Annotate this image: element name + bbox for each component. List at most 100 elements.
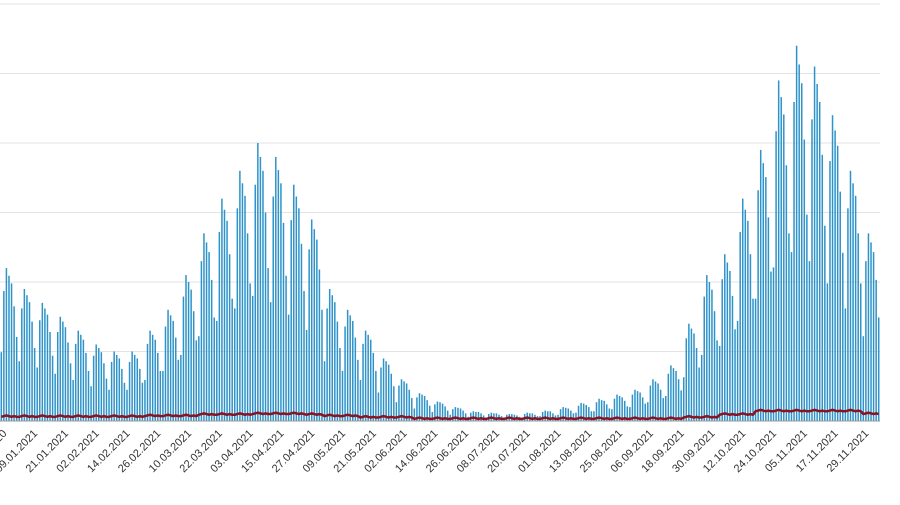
bar [269,302,272,421]
bar [470,412,472,421]
bar [159,370,162,421]
bar [408,389,410,421]
bar [121,368,123,421]
bar [434,404,436,421]
bar [126,389,128,421]
bar [811,119,813,422]
bar [400,379,403,421]
bar [418,393,421,421]
bar [477,411,480,421]
bar [564,407,567,421]
bar [259,156,262,421]
bar [711,289,713,421]
bar [174,337,177,421]
bar [272,196,274,421]
bar [336,321,339,421]
bar [752,298,754,421]
bar [300,243,303,421]
bar [321,309,323,421]
bar [364,330,367,421]
bar [634,389,636,421]
bar [665,395,667,421]
bar [195,340,198,421]
bar [870,242,872,421]
bar [867,233,870,421]
bar [836,145,839,421]
bar [706,275,708,421]
bar [818,101,821,422]
bar [631,394,634,421]
bar [459,408,462,421]
bar [144,379,146,421]
bar [123,382,126,421]
bar [765,177,767,421]
bar [72,379,74,421]
bar [346,309,349,421]
bar [824,225,826,421]
bar [421,394,423,421]
bar [428,405,431,421]
bar [747,220,749,421]
bar [877,317,880,421]
bar [606,404,608,421]
bar [613,398,616,421]
bar [10,283,13,421]
bars [0,45,880,422]
bar [698,367,700,421]
bar [375,370,377,421]
bar [754,298,757,421]
bar [234,308,236,421]
bar [875,279,877,421]
bar [154,339,156,421]
bar [236,208,239,421]
bar [262,170,264,421]
bar [588,407,590,421]
bar [51,355,54,421]
bar [241,183,244,421]
bar [808,261,811,421]
bar [44,308,46,421]
bar [757,190,759,421]
bar [46,314,49,421]
grid [0,3,880,422]
bar [172,320,174,421]
bar [636,391,639,421]
bar [600,400,603,421]
bar [403,381,405,421]
bar [341,370,344,421]
bar [100,352,103,421]
bar [0,352,3,421]
bar [80,334,82,421]
bar [798,64,800,421]
bar [3,291,5,421]
bar [857,233,859,421]
bar [31,321,33,421]
bar [13,306,15,421]
bar [205,242,208,421]
bar [790,252,793,421]
bar [290,220,292,421]
bar [623,400,626,421]
bar [621,397,623,421]
bar [95,344,97,421]
bar [426,400,428,421]
bar [21,308,23,421]
bar [239,170,241,421]
bar [377,392,380,421]
bar [626,406,629,421]
bar [67,342,69,421]
bar [277,170,280,421]
bar [826,283,829,421]
bar [659,389,662,421]
bar [862,336,865,421]
bar [734,329,736,421]
bar [834,130,836,422]
bar [354,337,357,421]
bar [357,359,359,421]
bar [821,154,824,421]
bar [682,377,685,421]
bar [770,271,772,421]
bar [677,379,680,421]
bar [8,275,10,421]
bar [731,295,734,421]
